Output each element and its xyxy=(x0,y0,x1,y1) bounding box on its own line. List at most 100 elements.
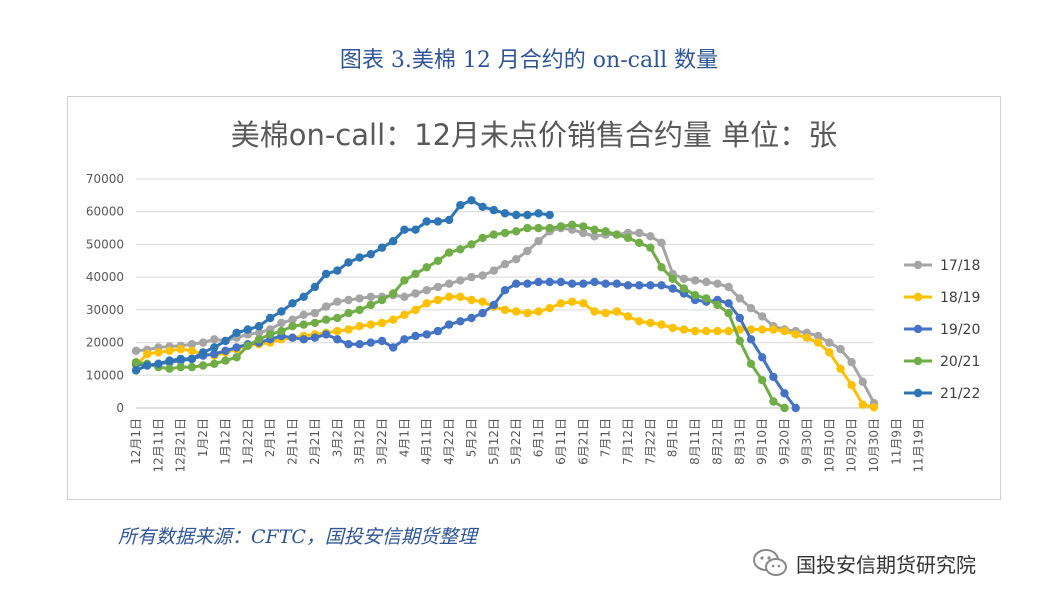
data-point xyxy=(299,320,308,329)
series-group xyxy=(131,196,879,413)
data-point xyxy=(769,372,778,382)
x-tick-label: 11月9日 xyxy=(889,418,903,465)
data-point xyxy=(310,318,320,328)
data-point xyxy=(780,403,789,413)
data-point xyxy=(858,377,867,386)
data-point xyxy=(310,282,320,292)
legend-label: 18/19 xyxy=(940,290,980,306)
data-point xyxy=(143,361,152,370)
data-point xyxy=(523,279,532,288)
x-tick-label: 6月21日 xyxy=(576,418,590,465)
data-point xyxy=(344,308,353,318)
data-point xyxy=(489,300,498,310)
data-point xyxy=(500,286,510,295)
data-point xyxy=(601,279,610,288)
data-point xyxy=(210,359,219,368)
data-point xyxy=(187,340,197,349)
legend-swatch-marker xyxy=(913,388,923,398)
data-point xyxy=(545,210,554,220)
series-20-21 xyxy=(131,220,789,413)
legend-item: 19/20 xyxy=(904,322,980,338)
data-point xyxy=(545,277,554,287)
data-point xyxy=(545,223,554,233)
data-point xyxy=(679,274,689,283)
data-point xyxy=(623,281,633,290)
data-point xyxy=(523,246,532,256)
series-line xyxy=(135,198,550,372)
data-point xyxy=(422,299,431,308)
x-tick-label: 1月2日 xyxy=(196,418,210,457)
x-tick-label: 9月10日 xyxy=(755,418,769,465)
data-point xyxy=(869,403,879,412)
data-point xyxy=(679,325,689,334)
y-tick-label: 60000 xyxy=(86,205,124,219)
x-tick-label: 2月1日 xyxy=(263,418,277,457)
data-point xyxy=(556,299,566,308)
data-point xyxy=(310,308,320,318)
data-point xyxy=(590,225,599,234)
data-point xyxy=(444,215,454,225)
figure-caption: 图表 3.美棉 12 月合约的 on-call 数量 xyxy=(339,48,719,73)
data-point xyxy=(657,320,666,329)
legend-label: 20/21 xyxy=(940,354,980,370)
data-point xyxy=(422,286,431,295)
data-point xyxy=(579,222,588,231)
data-point xyxy=(377,336,387,346)
x-tick-label: 9月30日 xyxy=(800,418,814,465)
data-point xyxy=(467,196,476,205)
data-point xyxy=(713,279,722,288)
data-point xyxy=(579,279,588,288)
data-point xyxy=(400,292,409,301)
data-point xyxy=(556,222,566,231)
data-point xyxy=(668,284,677,293)
data-point xyxy=(355,253,364,262)
data-point xyxy=(512,227,521,236)
data-point xyxy=(411,225,420,234)
data-point xyxy=(355,322,364,331)
y-axis: 0 10000 20000 30000 40000 50000 60000 70000 xyxy=(86,172,124,415)
data-point xyxy=(187,362,197,372)
data-point xyxy=(512,307,521,316)
data-point xyxy=(780,389,789,398)
data-point xyxy=(366,338,375,347)
data-point xyxy=(758,325,767,334)
x-tick-label: 9月20日 xyxy=(778,418,792,465)
data-point xyxy=(456,245,465,254)
x-tick-label: 3月2日 xyxy=(330,418,344,457)
wechat-icon xyxy=(753,549,787,576)
data-point xyxy=(444,320,454,329)
data-point xyxy=(389,315,398,324)
x-tick-label: 2月21日 xyxy=(308,418,322,465)
data-point xyxy=(769,325,778,334)
data-point xyxy=(232,353,241,362)
x-tick-label: 10月10日 xyxy=(822,418,836,473)
data-point xyxy=(176,362,185,372)
data-point xyxy=(154,359,163,368)
data-point xyxy=(523,308,532,318)
data-point xyxy=(590,232,599,241)
data-point xyxy=(321,330,331,339)
data-point xyxy=(679,284,689,293)
data-point xyxy=(299,310,308,319)
legend-item: 21/22 xyxy=(904,386,980,402)
x-tick-label: 11月19日 xyxy=(912,418,926,473)
x-tick-label: 4月11日 xyxy=(420,418,434,465)
data-point xyxy=(467,313,476,323)
data-point xyxy=(344,340,353,349)
data-point xyxy=(288,315,297,324)
data-point xyxy=(366,250,375,259)
data-point xyxy=(769,397,778,406)
data-point xyxy=(456,276,465,285)
data-point xyxy=(456,292,465,301)
data-point xyxy=(131,366,141,375)
y-tick-label: 0 xyxy=(116,401,124,415)
data-point xyxy=(802,333,812,342)
data-point xyxy=(724,299,733,308)
data-point xyxy=(266,313,275,323)
data-point xyxy=(746,335,756,344)
data-point xyxy=(825,338,834,347)
data-point xyxy=(131,346,141,355)
data-point xyxy=(198,348,208,357)
data-point xyxy=(601,227,610,236)
data-point xyxy=(333,326,342,336)
